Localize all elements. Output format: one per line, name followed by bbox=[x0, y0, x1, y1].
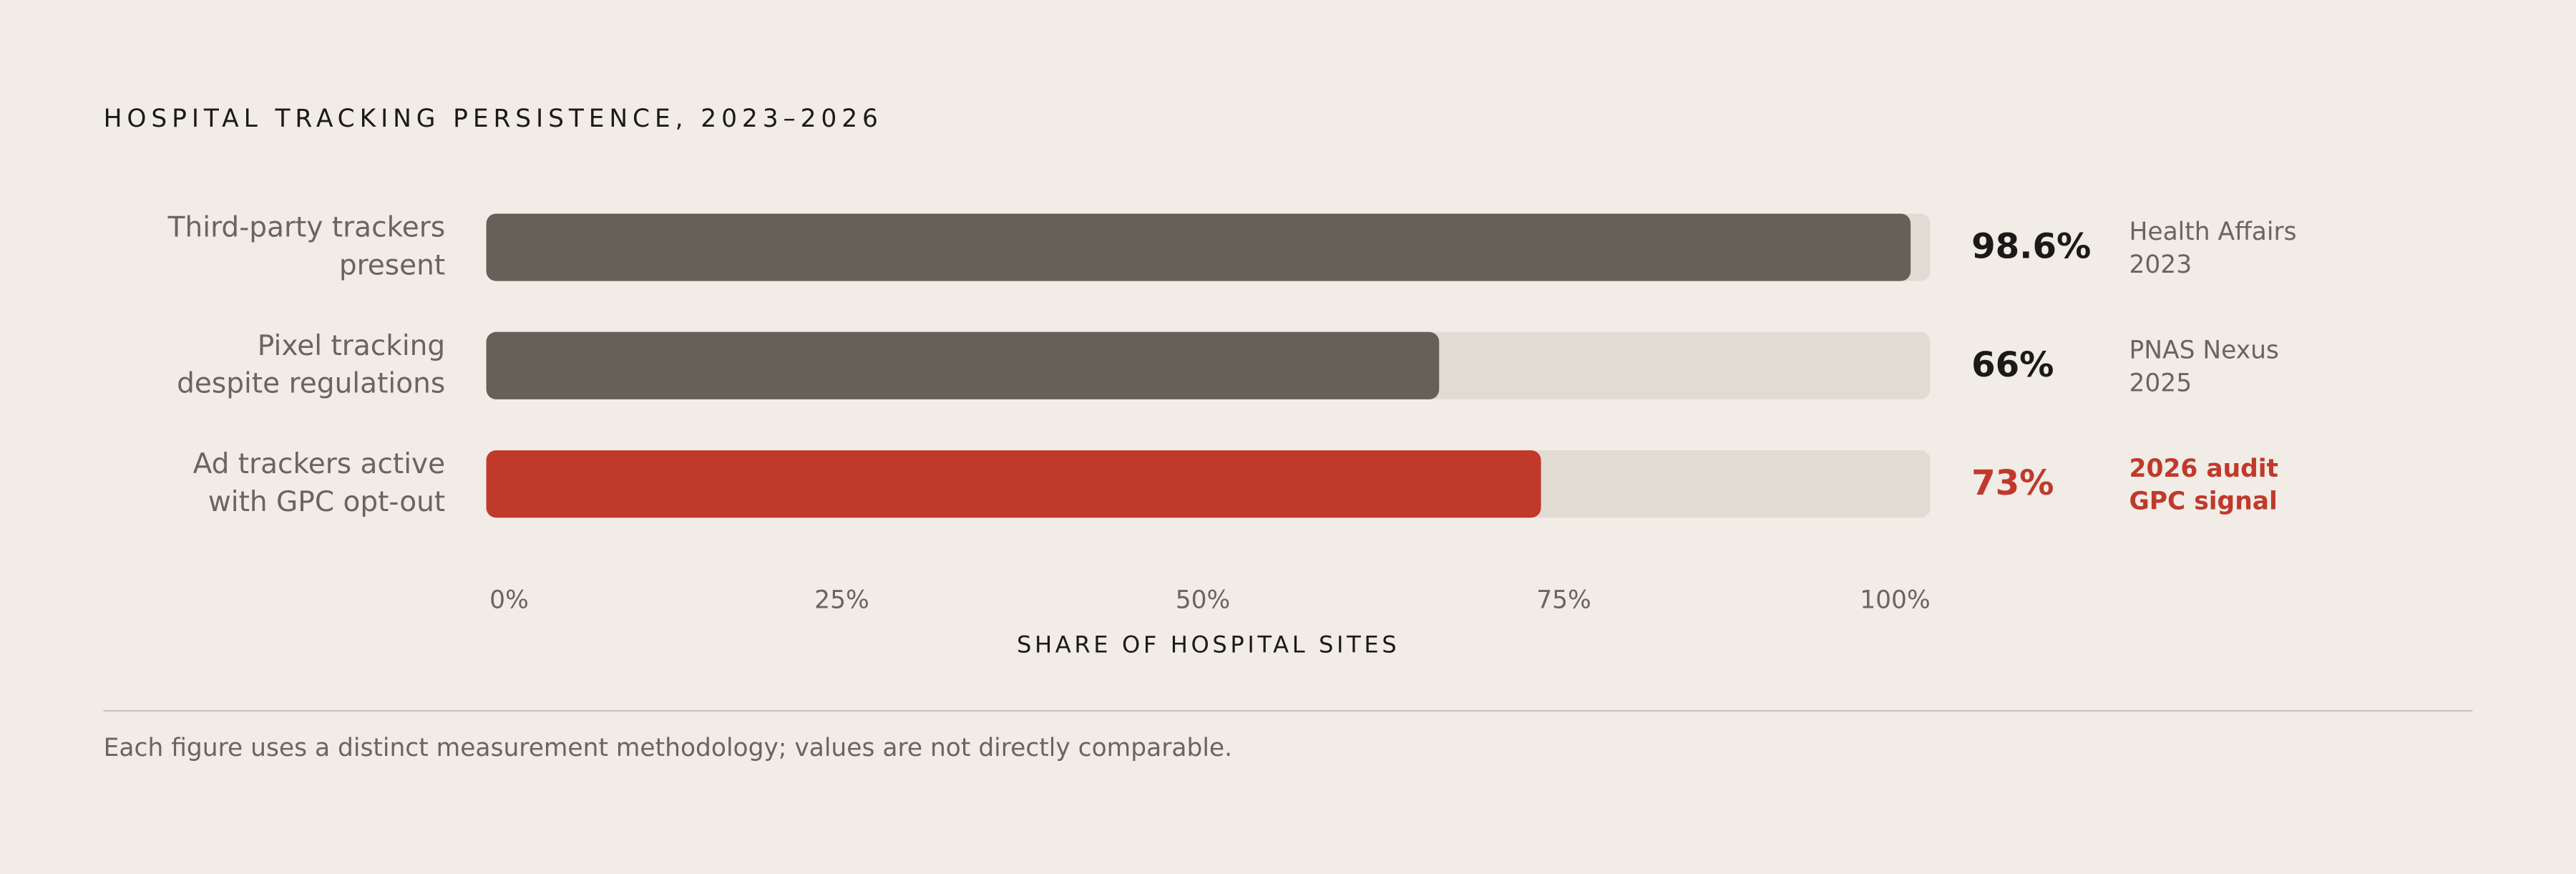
footnote: Each figure uses a distinct measurement … bbox=[103, 732, 1233, 763]
bar bbox=[486, 331, 1440, 399]
category-label: Pixel tracking despite regulations bbox=[177, 329, 446, 401]
bar-track bbox=[486, 331, 1931, 399]
divider bbox=[103, 709, 2473, 712]
x-tick-label: 0% bbox=[489, 585, 529, 615]
category-label: Ad trackers active with GPC opt-out bbox=[192, 447, 446, 519]
x-tick-label: 50% bbox=[1175, 585, 1231, 615]
value-label: 98.6% bbox=[1971, 226, 2092, 266]
source-label: 2026 audit GPC signal bbox=[2129, 452, 2279, 515]
source-label: Health Affairs 2023 bbox=[2129, 215, 2297, 279]
x-tick-label: 75% bbox=[1536, 585, 1591, 615]
chart-title: HOSPITAL TRACKING PERSISTENCE, 2023–2026 bbox=[103, 103, 883, 133]
category-label: Third-party trackers present bbox=[167, 211, 446, 282]
value-label: 66% bbox=[1971, 345, 2054, 385]
x-tick-label: 25% bbox=[814, 585, 869, 615]
x-tick-label: 100% bbox=[1860, 585, 1931, 615]
value-label: 73% bbox=[1971, 463, 2054, 503]
bar-track bbox=[486, 213, 1931, 281]
bar bbox=[486, 450, 1541, 518]
bar-track bbox=[486, 450, 1931, 518]
source-label: PNAS Nexus 2025 bbox=[2129, 334, 2279, 397]
x-axis-title: SHARE OF HOSPITAL SITES bbox=[1016, 632, 1400, 659]
bar bbox=[486, 213, 1911, 281]
